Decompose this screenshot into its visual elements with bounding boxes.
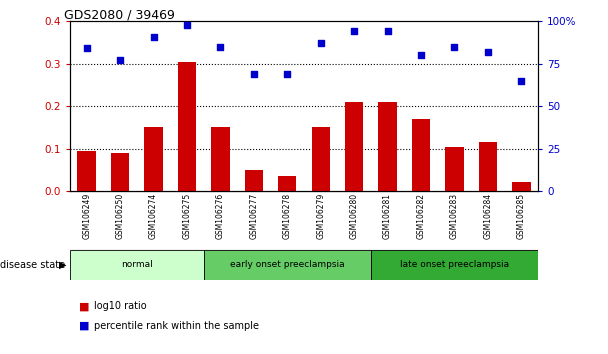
Text: normal: normal: [121, 260, 153, 269]
Text: late onset preeclampsia: late onset preeclampsia: [400, 260, 509, 269]
Text: GSM106277: GSM106277: [249, 193, 258, 239]
Text: GSM106281: GSM106281: [383, 193, 392, 239]
Bar: [478, 142, 497, 191]
Point: [316, 40, 326, 46]
Text: GSM106249: GSM106249: [82, 193, 91, 239]
Bar: [278, 176, 297, 191]
Text: GSM106279: GSM106279: [316, 193, 325, 239]
Point: [182, 22, 192, 28]
Bar: [412, 119, 430, 191]
Bar: [111, 153, 130, 191]
Text: percentile rank within the sample: percentile rank within the sample: [94, 321, 259, 331]
Text: GDS2080 / 39469: GDS2080 / 39469: [64, 9, 174, 22]
Bar: [378, 102, 397, 191]
Text: GSM106250: GSM106250: [116, 193, 125, 239]
Bar: [144, 127, 163, 191]
Text: early onset preeclampsia: early onset preeclampsia: [230, 260, 345, 269]
Point: [81, 46, 91, 51]
Bar: [70, 250, 204, 280]
Bar: [77, 151, 96, 191]
Text: GSM106285: GSM106285: [517, 193, 526, 239]
Text: GSM106276: GSM106276: [216, 193, 225, 239]
Point: [383, 29, 393, 34]
Text: disease state: disease state: [0, 259, 65, 270]
Bar: [204, 250, 371, 280]
Bar: [445, 147, 464, 191]
Bar: [211, 127, 230, 191]
Point: [483, 49, 493, 55]
Point: [215, 44, 225, 50]
Point: [249, 71, 259, 77]
Text: ■: ■: [79, 321, 89, 331]
Point: [449, 44, 460, 50]
Text: GSM106274: GSM106274: [149, 193, 158, 239]
Bar: [371, 250, 538, 280]
Point: [517, 78, 527, 84]
Point: [148, 34, 158, 39]
Text: GSM106284: GSM106284: [483, 193, 492, 239]
Point: [282, 71, 292, 77]
Text: GSM106280: GSM106280: [350, 193, 359, 239]
Text: GSM106278: GSM106278: [283, 193, 292, 239]
Bar: [311, 127, 330, 191]
Text: GSM106275: GSM106275: [182, 193, 192, 239]
Text: GSM106283: GSM106283: [450, 193, 459, 239]
Bar: [244, 170, 263, 191]
Bar: [512, 182, 531, 191]
Point: [416, 52, 426, 58]
Text: ■: ■: [79, 301, 89, 311]
Point: [349, 29, 359, 34]
Point: [115, 57, 125, 63]
Bar: [345, 102, 364, 191]
Bar: [178, 62, 196, 191]
Text: log10 ratio: log10 ratio: [94, 301, 147, 311]
Text: ▶: ▶: [60, 259, 67, 270]
Text: GSM106282: GSM106282: [416, 193, 426, 239]
